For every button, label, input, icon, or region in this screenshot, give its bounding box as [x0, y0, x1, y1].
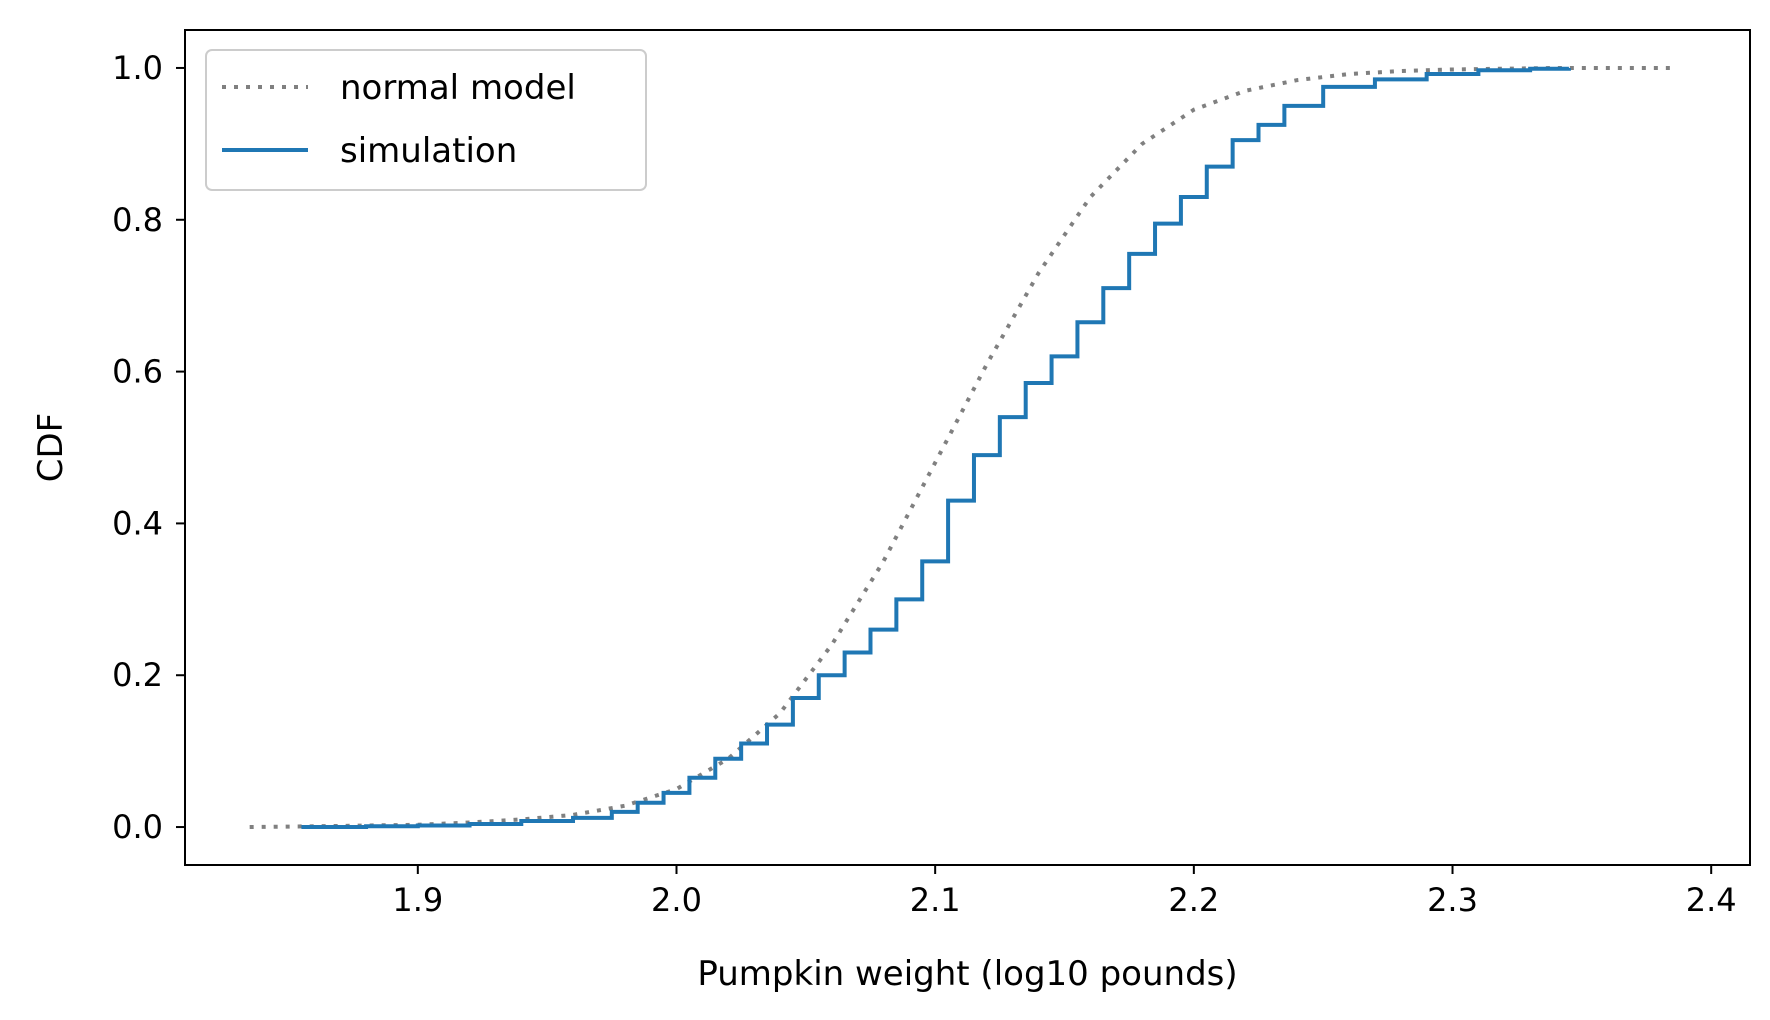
- x-tick-label: 2.2: [1168, 881, 1219, 919]
- y-axis-label: CDF: [31, 413, 71, 482]
- y-tick-label: 0.8: [112, 201, 163, 239]
- y-tick-label: 0.2: [112, 656, 163, 694]
- x-axis: 1.9 2.0 2.1 2.2 2.3 2.4: [392, 865, 1737, 919]
- y-tick-label: 1.0: [112, 49, 163, 87]
- plot-frame: [184, 29, 1751, 866]
- legend-label-simulation: simulation: [340, 131, 517, 171]
- y-axis: 0.0 0.2 0.4 0.6 0.8 1.0: [112, 49, 185, 846]
- x-tick-label: 2.4: [1686, 881, 1737, 919]
- x-tick-label: 2.0: [651, 881, 702, 919]
- y-tick-label: 0.6: [112, 353, 163, 391]
- legend-label-normal-model: normal model: [340, 68, 576, 108]
- legend-box: [205, 49, 647, 191]
- y-tick-label: 0.4: [112, 504, 163, 542]
- x-tick-label: 1.9: [392, 881, 443, 919]
- series-layer: [249, 65, 1673, 830]
- series-line-simulation: [301, 66, 1571, 830]
- series-line-normal-model: [249, 65, 1673, 830]
- x-tick-label: 2.3: [1427, 881, 1478, 919]
- legend: normal model simulation: [205, 49, 647, 191]
- x-axis-label: Pumpkin weight (log10 pounds): [697, 954, 1237, 994]
- y-tick-label: 0.0: [112, 808, 163, 846]
- x-tick-label: 2.1: [910, 881, 961, 919]
